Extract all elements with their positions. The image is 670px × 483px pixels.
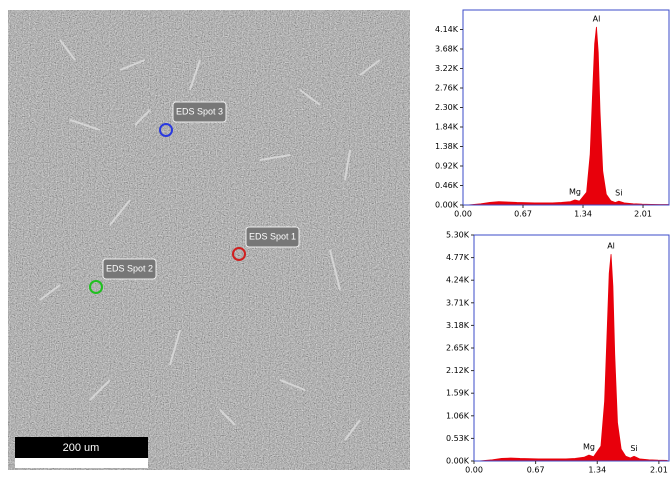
spectra: 0.00K 0.46K 0.92K 1.38K 1.84K 2.30K 2.76K 3.22K… bbox=[435, 9, 670, 475]
sem-texture bbox=[8, 10, 410, 470]
peak-label: Si bbox=[615, 189, 622, 198]
peak-label: Al bbox=[607, 242, 615, 251]
y-tick-label: 2.76K bbox=[435, 84, 459, 93]
y-tick-label: 0.46K bbox=[435, 181, 459, 190]
spot-label: EDS Spot 2 bbox=[106, 263, 153, 273]
y-tick-label: 1.38K bbox=[435, 142, 459, 151]
plot-frame bbox=[473, 234, 670, 462]
peak-label: Si bbox=[630, 444, 637, 453]
y-tick-label: 3.68K bbox=[435, 45, 459, 54]
scale-bar-label: 200 um bbox=[63, 442, 100, 454]
spot-3: EDS Spot 3 bbox=[159, 101, 227, 137]
x-tick-label: 1.34 bbox=[588, 466, 606, 475]
x-tick-label: 0.00 bbox=[465, 466, 483, 475]
spot-label: EDS Spot 3 bbox=[176, 106, 223, 116]
spectrum-chart: 0.00K 0.46K 0.92K 1.38K 1.84K 2.30K 2.76K 3.22K… bbox=[435, 9, 670, 219]
y-tick-label: 1.06K bbox=[446, 411, 470, 420]
x-tick-label: 1.34 bbox=[574, 210, 592, 219]
plot-frame bbox=[462, 9, 670, 206]
spectrum-area bbox=[478, 254, 668, 462]
x-tick-label: 2.01 bbox=[634, 210, 652, 219]
spot-2: EDS Spot 2 bbox=[89, 258, 157, 294]
peak-label: Al bbox=[593, 14, 601, 23]
x-tick-label: 0.67 bbox=[527, 466, 545, 475]
spot-label: EDS Spot 1 bbox=[249, 231, 296, 241]
y-tick-label: 1.84K bbox=[435, 123, 459, 132]
sem-image: EDS Spot 3 EDS Spot 1 EDS Spot 2 200 um bbox=[8, 10, 410, 470]
spectrum-chart: 0.00K 0.53K 1.06K 1.59K 2.12K 2.65K 3.18K 3.71K… bbox=[446, 231, 670, 475]
y-tick-label: 3.71K bbox=[446, 298, 470, 307]
precipitates bbox=[39, 39, 381, 441]
spot-1: EDS Spot 1 bbox=[232, 226, 300, 261]
y-tick-label: 1.59K bbox=[446, 389, 470, 398]
spot-label-box bbox=[245, 226, 300, 248]
spot-label-box bbox=[172, 101, 227, 123]
spot-marker bbox=[159, 123, 173, 137]
spot-label-box bbox=[102, 258, 157, 280]
x-tick-label: 0.67 bbox=[514, 210, 532, 219]
peak-label: Mg bbox=[583, 443, 595, 452]
y-tick-label: 2.30K bbox=[435, 103, 459, 112]
y-tick-label: 0.53K bbox=[446, 434, 470, 443]
y-tick-label: 0.92K bbox=[435, 162, 459, 171]
y-tick-label: 0.00K bbox=[446, 457, 470, 466]
y-tick-label: 5.30K bbox=[446, 231, 470, 240]
scale-bar bbox=[15, 458, 148, 468]
y-tick-label: 4.77K bbox=[446, 253, 470, 262]
x-tick-label: 0.00 bbox=[454, 210, 472, 219]
y-tick-label: 3.18K bbox=[446, 321, 470, 330]
y-tick-label: 3.22K bbox=[435, 64, 459, 73]
spot-marker bbox=[232, 247, 246, 261]
y-tick-label: 4.14K bbox=[435, 25, 459, 34]
x-tick-label: 2.01 bbox=[650, 466, 668, 475]
y-tick-label: 4.24K bbox=[446, 276, 470, 285]
peak-label: Mg bbox=[569, 187, 581, 196]
y-tick-label: 0.00K bbox=[435, 201, 459, 210]
spot-marker bbox=[89, 280, 103, 294]
y-tick-label: 2.12K bbox=[446, 366, 470, 375]
spectrum-area bbox=[467, 26, 670, 206]
scale-bar-box bbox=[15, 437, 148, 458]
y-tick-label: 2.65K bbox=[446, 344, 470, 353]
